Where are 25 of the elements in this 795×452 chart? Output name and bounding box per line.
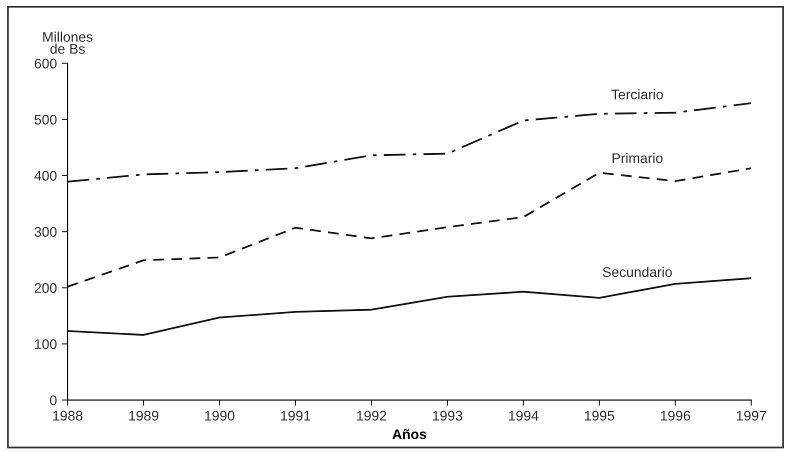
line-series [68,102,752,183]
x-tick-label: 1995 [584,410,614,421]
line-series [68,167,752,288]
y-tick-label: 400 [34,170,57,181]
y-axis-title: Millones de Bs [43,32,93,54]
series-label: Secundario [602,266,672,278]
y-tick-label: 200 [34,283,57,293]
x-axis-title: Años [392,428,426,440]
x-tick-label: 1994 [508,410,538,421]
x-tick-label: 1993 [433,410,462,421]
y-tick-label: 500 [34,114,57,125]
x-tick-label: 1996 [660,410,690,421]
y-tick-label: 600 [34,58,57,68]
x-tick-label: 1997 [736,410,766,421]
y-tick-label: 0 [50,395,57,406]
x-tick-label: 1990 [205,410,234,421]
x-tick-label: 1989 [129,410,158,421]
series-label: Primario [612,152,663,164]
x-tick-label: 1991 [281,410,310,421]
y-tick-label: 100 [35,339,57,350]
line-series [68,277,752,336]
y-tick-label: 300 [34,226,57,237]
series-label: Terciario [611,89,663,100]
x-tick-label: 1988 [53,410,82,421]
x-tick-label: 1992 [357,410,386,421]
